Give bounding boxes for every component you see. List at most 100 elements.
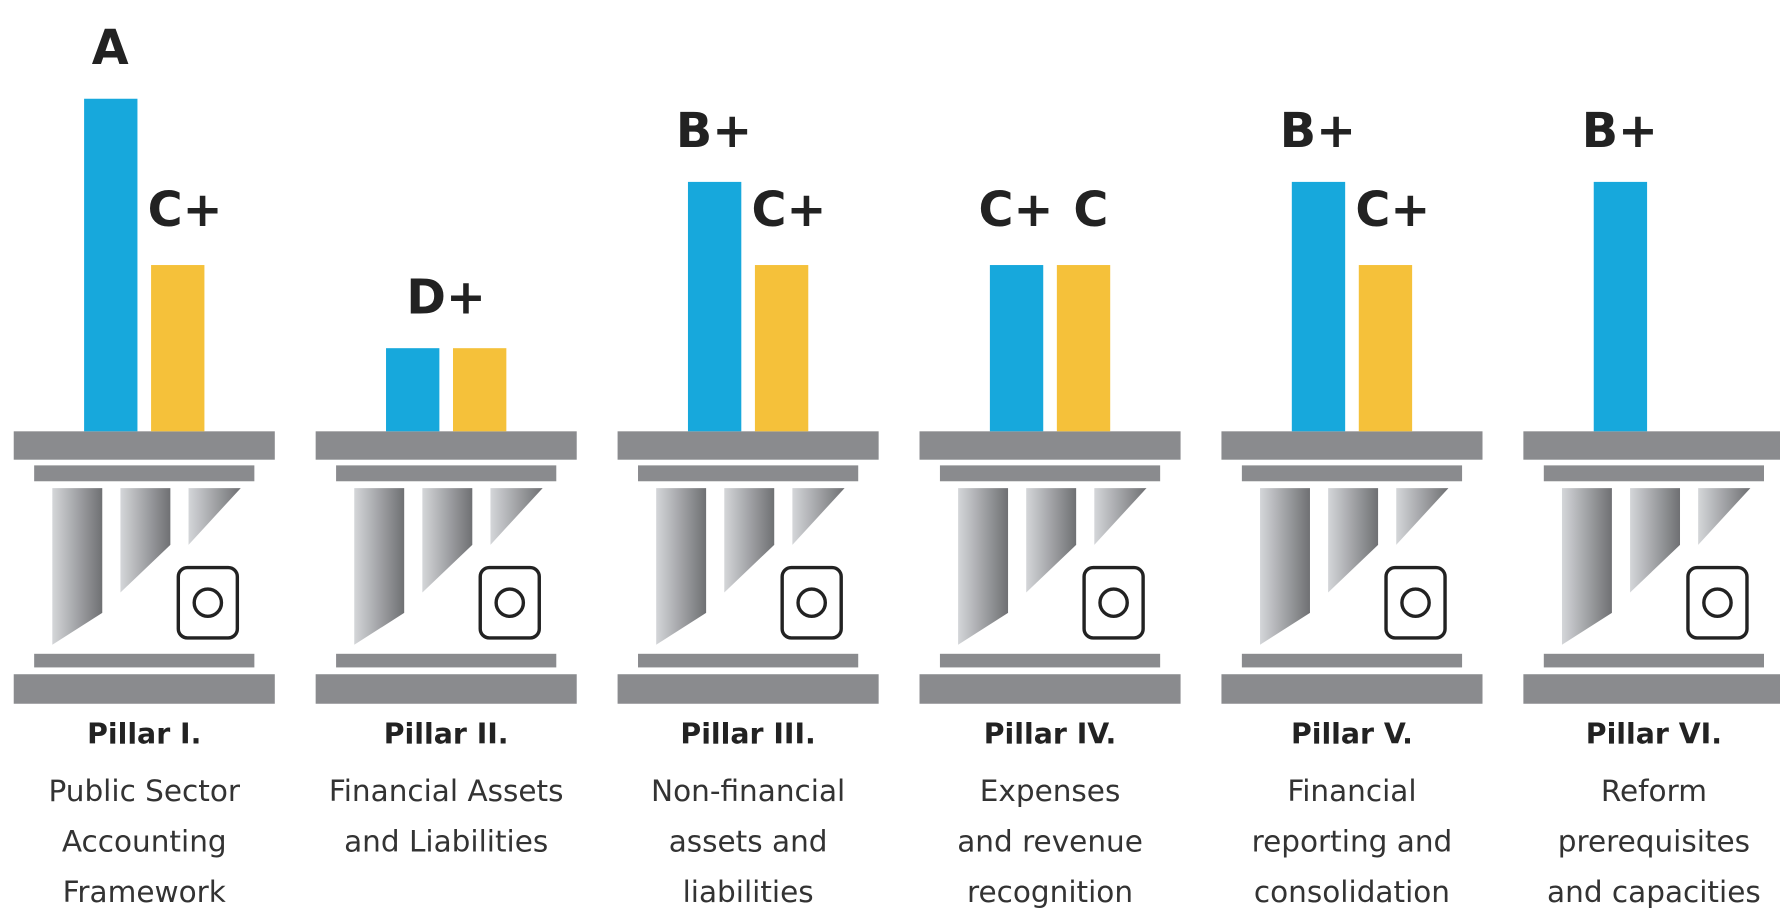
pillar-top bbox=[618, 431, 879, 459]
bar bbox=[84, 99, 137, 432]
bar bbox=[151, 265, 204, 431]
column bbox=[1260, 488, 1310, 645]
category-label: Pillar IV. bbox=[984, 718, 1117, 751]
icon bbox=[1704, 589, 1731, 616]
value-label: B+ bbox=[676, 104, 752, 159]
category-label: Pillar V. bbox=[1291, 718, 1413, 751]
column bbox=[656, 488, 706, 645]
chart: A C+ Pillar I. Public Sector Accounting Frame… bbox=[0, 0, 1780, 916]
bar bbox=[386, 348, 439, 431]
category-description: Accounting bbox=[62, 824, 227, 858]
icon bbox=[1688, 568, 1747, 638]
column bbox=[1328, 488, 1378, 592]
column bbox=[958, 488, 1008, 645]
category-description: assets and bbox=[669, 824, 828, 858]
column bbox=[792, 488, 844, 545]
value-label: D+ bbox=[406, 271, 485, 326]
column bbox=[422, 488, 472, 592]
pillar-ledge bbox=[638, 465, 858, 481]
category-description: recognition bbox=[967, 875, 1133, 909]
value-label: C+ bbox=[979, 183, 1054, 238]
value-label: C+ bbox=[752, 183, 827, 238]
pillar-ledge bbox=[1242, 654, 1462, 668]
pillar-top bbox=[14, 431, 275, 459]
column bbox=[1562, 488, 1612, 645]
value-label: C+ bbox=[148, 183, 223, 238]
bar bbox=[990, 265, 1043, 431]
pillar-base bbox=[618, 674, 879, 704]
pillar-ledge bbox=[336, 465, 556, 481]
pillar-ledge bbox=[1242, 465, 1462, 481]
column bbox=[1630, 488, 1680, 592]
column bbox=[1396, 488, 1448, 545]
column bbox=[120, 488, 170, 592]
icon bbox=[496, 589, 523, 616]
icon bbox=[1402, 589, 1429, 616]
category-description: and Liabilities bbox=[344, 824, 548, 858]
icon bbox=[782, 568, 841, 638]
pillar-ledge bbox=[1544, 465, 1764, 481]
category-description: reporting and bbox=[1252, 824, 1453, 858]
bar bbox=[755, 265, 808, 431]
category-description: Non-financial bbox=[651, 774, 845, 808]
icon bbox=[1100, 589, 1127, 616]
category-description: Reform bbox=[1601, 774, 1707, 808]
bar bbox=[453, 348, 506, 431]
category-label: Pillar I. bbox=[87, 718, 201, 751]
category-label: Pillar VI. bbox=[1586, 718, 1722, 751]
bar bbox=[1292, 182, 1345, 431]
pillar-ledge bbox=[940, 465, 1160, 481]
category-label: Pillar II. bbox=[384, 718, 509, 751]
category-description: prerequisites bbox=[1558, 824, 1750, 858]
bar bbox=[1359, 265, 1412, 431]
column bbox=[189, 488, 241, 545]
category-description: Public Sector bbox=[48, 774, 240, 808]
value-label: A bbox=[92, 21, 129, 76]
icon bbox=[480, 568, 539, 638]
column bbox=[354, 488, 404, 645]
value-label: B+ bbox=[1582, 104, 1658, 159]
pillar-ledge bbox=[34, 465, 254, 481]
icon bbox=[798, 589, 825, 616]
category-description: Framework bbox=[63, 875, 226, 909]
pillar-top bbox=[920, 431, 1181, 459]
value-label: C bbox=[1073, 183, 1108, 238]
pillar-base bbox=[1221, 674, 1482, 704]
bar bbox=[688, 182, 741, 431]
icon bbox=[1084, 568, 1143, 638]
pillar-ledge bbox=[336, 654, 556, 668]
category-description: and revenue bbox=[957, 824, 1143, 858]
value-label: B+ bbox=[1280, 104, 1356, 159]
bar bbox=[1057, 265, 1110, 431]
pillar-ledge bbox=[638, 654, 858, 668]
bar bbox=[1594, 182, 1647, 431]
column bbox=[1094, 488, 1146, 545]
category-label: Pillar III. bbox=[680, 718, 815, 751]
pillar-base bbox=[920, 674, 1181, 704]
column bbox=[724, 488, 774, 592]
column bbox=[1698, 488, 1750, 545]
pillar-ledge bbox=[940, 654, 1160, 668]
column bbox=[1026, 488, 1076, 592]
pillar-ledge bbox=[1544, 654, 1764, 668]
column bbox=[52, 488, 102, 645]
pillar-ledge bbox=[34, 654, 254, 668]
category-description: Financial Assets bbox=[329, 774, 564, 808]
value-label: C+ bbox=[1355, 183, 1430, 238]
category-description: and capacities bbox=[1547, 875, 1761, 909]
pillar-base bbox=[316, 674, 577, 704]
category-description: Expenses bbox=[980, 774, 1121, 808]
category-description: Financial bbox=[1287, 774, 1416, 808]
icon bbox=[194, 589, 221, 616]
pillar-base bbox=[1523, 674, 1780, 704]
icon bbox=[1386, 568, 1445, 638]
icon bbox=[178, 568, 237, 638]
column bbox=[490, 488, 542, 545]
pillar-base bbox=[14, 674, 275, 704]
category-description: consolidation bbox=[1254, 875, 1450, 909]
pillar-top bbox=[1523, 431, 1780, 459]
page: A C+ Pillar I. Public Sector Accounting Frame… bbox=[0, 0, 1780, 916]
pillar-top bbox=[316, 431, 577, 459]
category-description: liabilities bbox=[683, 875, 814, 909]
pillar-top bbox=[1221, 431, 1482, 459]
